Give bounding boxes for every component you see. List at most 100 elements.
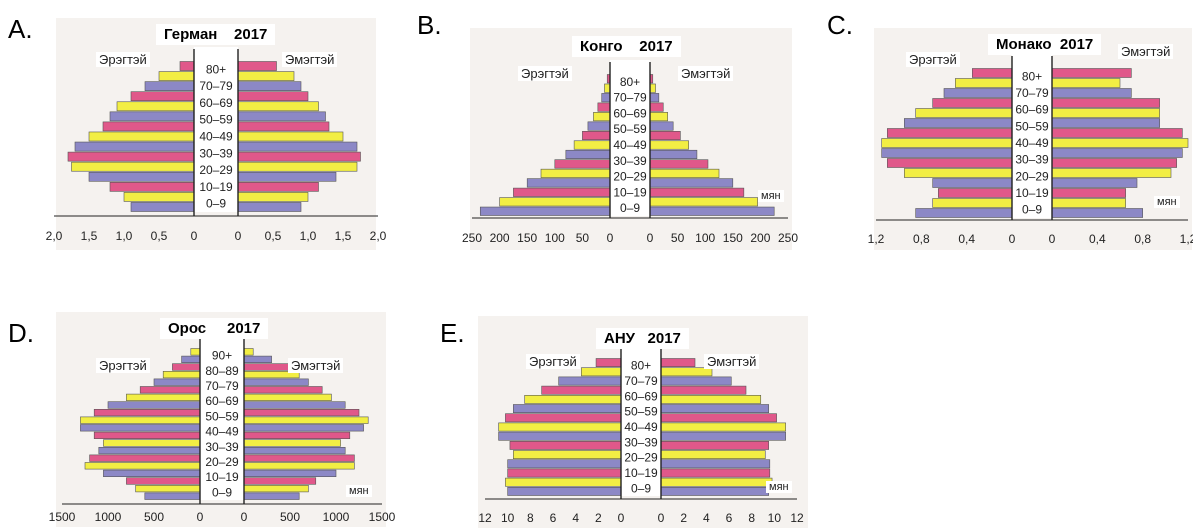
male-bar — [498, 422, 622, 432]
x-tick-label-female: 1000 — [323, 510, 350, 524]
male-bar — [84, 462, 201, 470]
x-tick-label-male: 12 — [478, 511, 492, 525]
male-bar — [955, 78, 1013, 88]
x-tick-label-female: 0,4 — [1089, 232, 1106, 246]
male-bar — [915, 208, 1013, 218]
female-label: Эмэгтэй — [282, 52, 338, 67]
male-bar — [932, 98, 1013, 108]
age-label-column — [610, 60, 650, 216]
age-category-label: 50–59 — [624, 405, 658, 419]
male-label: Эрэгтэй — [96, 358, 150, 373]
x-tick-label-male: 1,2 — [868, 232, 885, 246]
title-country: Орос — [168, 320, 207, 337]
male-bar — [593, 112, 611, 122]
panel-e-letter: E. — [440, 318, 465, 348]
male-bar — [581, 367, 622, 377]
pyramid-panel-usa: 0–9 10–19 20–29 30–39 40–49 50–59 60–69 70–79 80… — [478, 316, 808, 528]
female-bar — [1051, 178, 1138, 188]
female-bar — [1051, 128, 1183, 138]
male-bar — [74, 141, 195, 152]
male-bar — [144, 81, 195, 92]
age-category-label: 30–39 — [1015, 153, 1049, 167]
male-bar — [573, 140, 611, 150]
title-country: АНУ — [604, 330, 635, 347]
female-bar — [237, 131, 344, 142]
x-tick-label-female: 500 — [280, 510, 300, 524]
x-tick-label-male: 8 — [527, 511, 534, 525]
pyramid-panel-monaco: 0–9 10–19 20–29 30–39 40–49 50–59 60–69 70–79 80… — [868, 28, 1193, 250]
male-bar — [80, 424, 201, 432]
female-bar — [243, 439, 341, 447]
male-bar — [558, 376, 622, 386]
female-bar — [243, 469, 337, 478]
female-bar — [243, 409, 360, 417]
female-bar — [1051, 188, 1126, 198]
male-bar — [513, 404, 622, 413]
age-category-label: 0–9 — [620, 201, 640, 215]
x-tick-label-female: 250 — [778, 231, 798, 245]
age-category-label: 20–29 — [1015, 169, 1049, 183]
female-label: Эмэгтэй — [288, 358, 344, 373]
female-bar — [243, 454, 355, 462]
male-bar — [595, 358, 622, 367]
female-bar — [237, 171, 337, 182]
male-bar — [597, 102, 611, 112]
male-bar — [943, 88, 1013, 98]
female-bar — [243, 416, 369, 424]
female-label: Эмэгтэй — [704, 354, 760, 369]
female-bar — [660, 477, 773, 487]
age-category-label: 10–19 — [199, 180, 233, 194]
female-bar — [649, 140, 689, 150]
male-bar — [904, 168, 1013, 178]
male-bar — [144, 492, 201, 500]
panel-title: Орос 2017 — [160, 318, 269, 339]
female-bar — [1051, 98, 1160, 108]
male-label: Эрэгтэй — [906, 52, 960, 67]
female-bar — [237, 182, 319, 192]
female-bar — [660, 459, 771, 469]
x-tick-label-male: 500 — [144, 510, 164, 524]
x-tick-label-female: 0,8 — [1134, 232, 1151, 246]
x-tick-label-female: 8 — [748, 511, 755, 525]
x-tick-label-male: 0 — [1009, 232, 1016, 246]
title-country: Монако — [996, 36, 1052, 53]
male-bar — [507, 468, 622, 478]
female-bar — [649, 149, 698, 159]
male-label: Эрэгтэй — [518, 66, 572, 81]
male-bar — [938, 188, 1013, 198]
male-bar — [887, 158, 1013, 168]
female-bar — [649, 168, 720, 178]
female-bar — [660, 385, 747, 395]
x-tick-label-female: 150 — [723, 231, 743, 245]
male-bar — [499, 197, 611, 207]
age-category-label: 10–19 — [613, 185, 647, 199]
age-category-label: 0–9 — [1022, 203, 1042, 217]
female-bar — [649, 178, 734, 188]
x-tick-label-male: 150 — [517, 231, 537, 245]
male-bar — [130, 91, 195, 102]
age-category-label: 80+ — [206, 62, 226, 76]
age-category-label: 80+ — [620, 75, 640, 89]
male-bar — [524, 395, 622, 404]
panel-title: Герман 2017 — [156, 24, 276, 45]
female-label: Эмэгтэй — [1118, 44, 1174, 59]
female-bar — [660, 422, 786, 432]
male-bar — [932, 178, 1013, 188]
panel-a-letter: A. — [8, 14, 33, 44]
male-bar — [565, 149, 611, 159]
female-bar — [243, 355, 272, 363]
female-bar — [237, 111, 326, 122]
male-bar — [102, 121, 195, 132]
x-tick-label-female: 10 — [768, 511, 782, 525]
male-bar — [93, 431, 201, 439]
female-bar — [649, 121, 674, 131]
male-bar — [71, 161, 195, 172]
female-bar — [243, 378, 309, 386]
age-category-label: 50–59 — [205, 409, 239, 423]
male-bar — [158, 71, 195, 81]
female-bar — [1051, 158, 1177, 168]
age-category-label: 70–79 — [205, 379, 239, 393]
female-bar — [1051, 78, 1121, 88]
male-bar — [540, 168, 611, 178]
x-tick-label-female: 2,0 — [370, 229, 387, 243]
